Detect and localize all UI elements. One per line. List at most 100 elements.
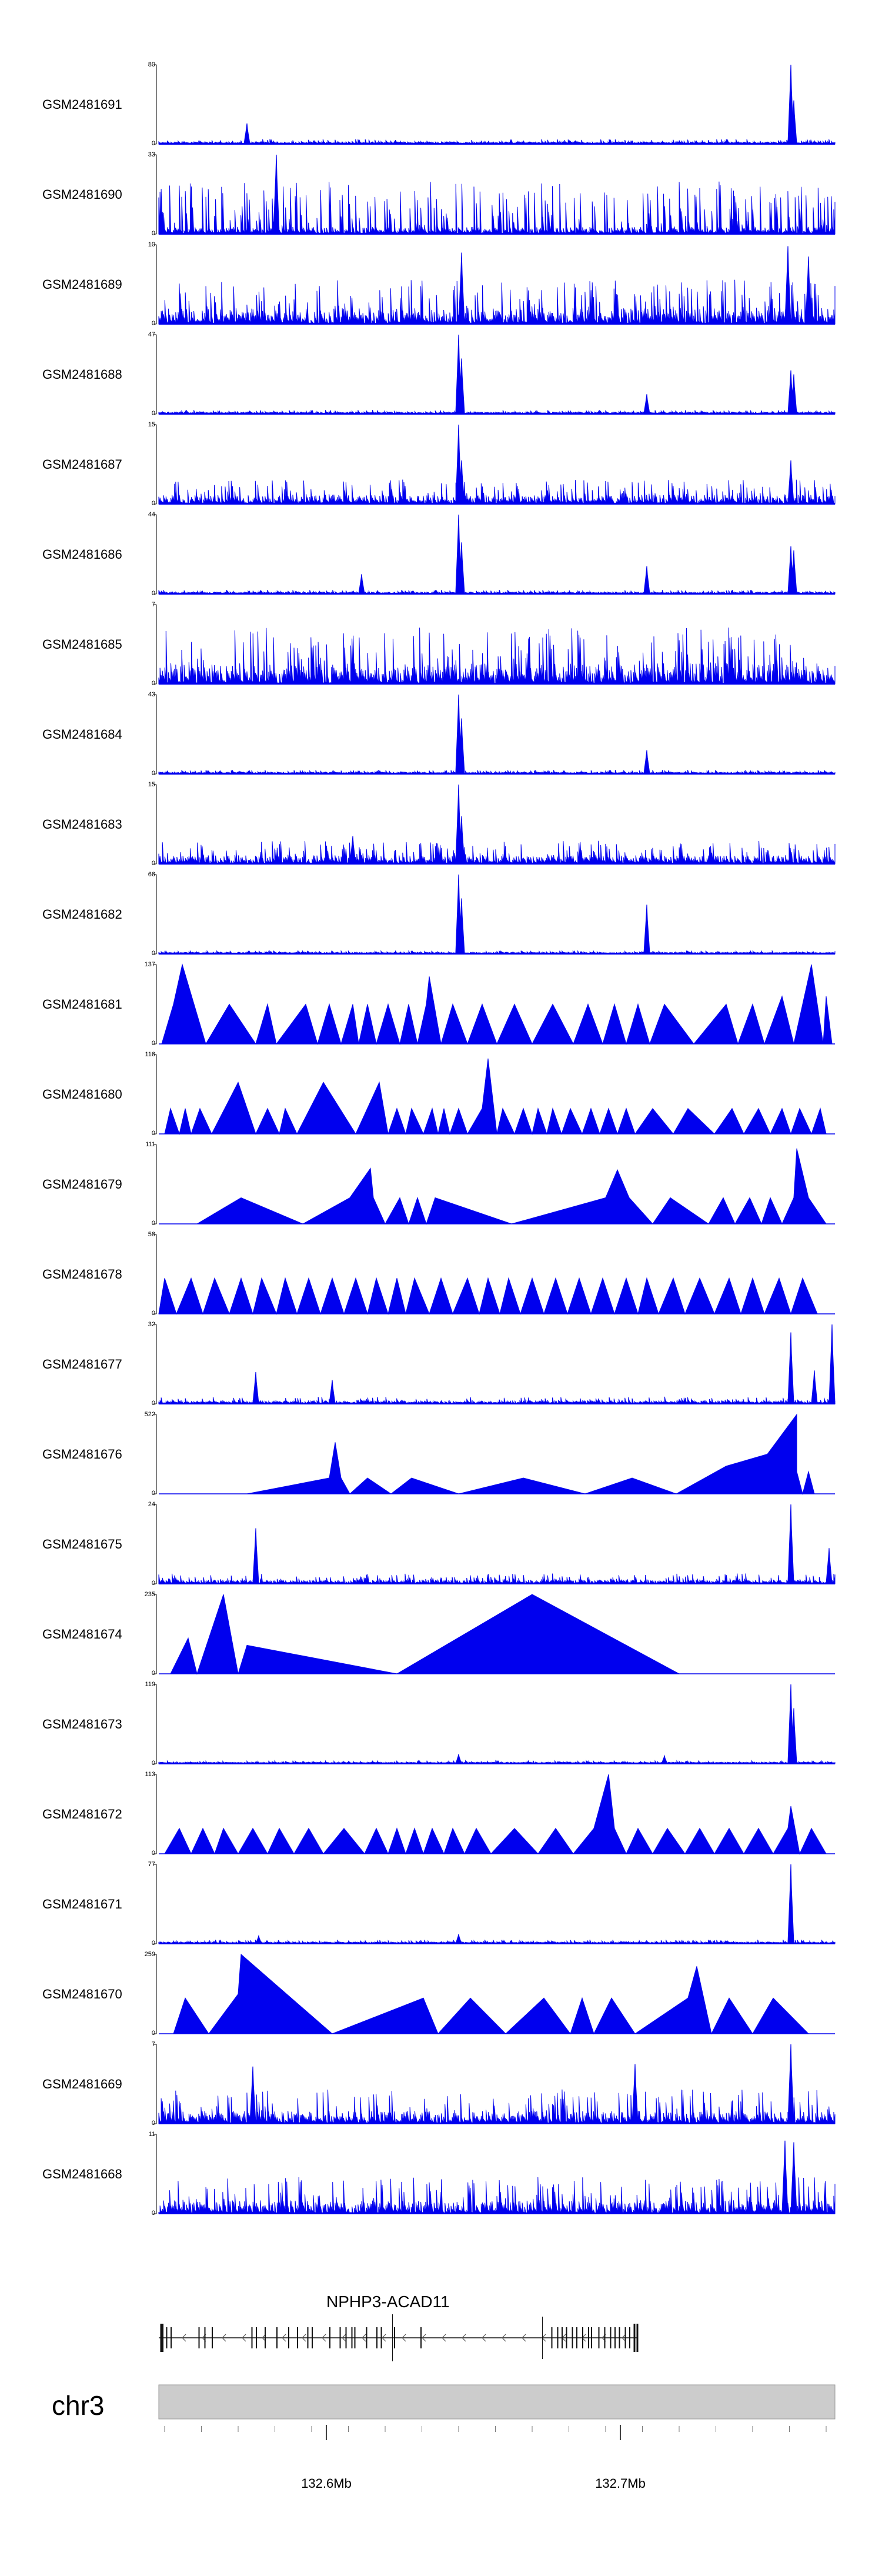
y-axis-max-label: 43 xyxy=(148,691,155,698)
y-axis-max-label: 24 xyxy=(148,1501,155,1508)
chromosome-label: chr3 xyxy=(52,2390,105,2421)
signal-bars xyxy=(158,139,836,145)
y-axis-min-label: 0 xyxy=(151,1760,155,1767)
signal-bars xyxy=(158,181,836,235)
track-label: GSM2481672 xyxy=(42,1806,122,1821)
track-label: GSM2481679 xyxy=(42,1176,122,1192)
y-axis-min-label: 0 xyxy=(151,1130,155,1137)
gene-exon xyxy=(276,2327,278,2348)
strand-arrow xyxy=(522,2334,526,2342)
signal-bars xyxy=(158,1396,836,1404)
signal-area xyxy=(164,1058,827,1135)
gene-exon xyxy=(312,2327,313,2348)
y-axis-min-label: 0 xyxy=(151,1310,155,1317)
gene-exon xyxy=(162,2324,163,2352)
signal-peak xyxy=(329,1380,336,1404)
signal-peak xyxy=(358,574,365,595)
signal-area xyxy=(246,1413,815,1495)
signal-peak xyxy=(349,836,356,865)
y-axis-min-label: 0 xyxy=(151,230,155,237)
signal-peak xyxy=(458,252,465,325)
strand-arrow xyxy=(462,2334,466,2342)
y-axis-min-label: 0 xyxy=(151,140,155,147)
signal-area xyxy=(161,963,833,1045)
track-label: GSM2481683 xyxy=(42,816,122,832)
y-axis-min-label: 0 xyxy=(151,1400,155,1407)
y-axis-max-label: 111 xyxy=(145,1141,155,1148)
track-label: GSM2481675 xyxy=(42,1536,122,1551)
gene-exon xyxy=(576,2327,577,2348)
signal-bars xyxy=(158,628,836,685)
track-label: GSM2481682 xyxy=(42,906,122,922)
y-axis-min-label: 0 xyxy=(151,590,155,597)
y-axis-min-label: 0 xyxy=(151,1580,155,1587)
gene-exon xyxy=(562,2327,563,2348)
signal-peak xyxy=(643,905,650,955)
gene-exon xyxy=(636,2324,639,2352)
strand-arrow xyxy=(382,2334,386,2342)
strand-arrow xyxy=(622,2334,626,2342)
y-axis-min-label: 0 xyxy=(151,1040,155,1047)
signal-bars xyxy=(158,949,836,955)
gene-exon xyxy=(619,2327,620,2348)
y-axis-min-label: 0 xyxy=(151,500,155,507)
gene-exon xyxy=(376,2327,377,2348)
strand-arrow xyxy=(422,2334,426,2342)
signal-bars xyxy=(158,409,836,415)
gene-exon xyxy=(614,2327,616,2348)
gene-exon xyxy=(204,2327,206,2348)
y-axis-min-label: 0 xyxy=(151,1220,155,1227)
signal-peak xyxy=(632,2064,639,2124)
y-axis-min-label: 0 xyxy=(151,320,155,327)
y-axis-min-label: 0 xyxy=(151,950,155,957)
y-axis-min-label: 0 xyxy=(151,1940,155,1947)
track-label: GSM2481669 xyxy=(42,2076,122,2091)
strand-arrow xyxy=(282,2334,286,2342)
track-label: GSM2481670 xyxy=(42,1986,122,2001)
strand-arrow xyxy=(482,2334,486,2342)
strand-arrow xyxy=(402,2334,406,2342)
gene-exon xyxy=(633,2324,636,2352)
signal-bars xyxy=(158,479,836,505)
gene-exon xyxy=(629,2327,630,2348)
gene-exon xyxy=(256,2327,257,2348)
track-label: GSM2481686 xyxy=(42,546,122,562)
signal-peak xyxy=(252,1372,259,1404)
ideogram-tick-label: 132.6Mb xyxy=(301,2476,352,2491)
track-label: GSM2481688 xyxy=(42,366,122,382)
y-axis-min-label: 0 xyxy=(151,1490,155,1497)
strand-arrow xyxy=(222,2334,226,2342)
strand-arrow xyxy=(342,2334,346,2342)
signal-peak xyxy=(784,246,791,325)
signal-peak xyxy=(249,2066,256,2124)
strand-arrow xyxy=(322,2334,326,2342)
signal-peak xyxy=(828,1324,836,1404)
gene-exon xyxy=(604,2327,606,2348)
y-axis-max-label: 7 xyxy=(151,601,155,608)
gene-exon xyxy=(582,2327,583,2348)
gene-exon xyxy=(610,2327,612,2348)
gene-exon xyxy=(624,2327,626,2348)
ideogram-tick-label: 132.7Mb xyxy=(595,2476,646,2491)
signal-peak xyxy=(781,2140,789,2214)
signal-peak xyxy=(826,1548,833,1584)
y-axis-max-label: 10 xyxy=(148,241,155,248)
track-label: GSM2481681 xyxy=(42,996,122,1012)
y-axis-min-label: 0 xyxy=(151,1850,155,1857)
strand-arrow xyxy=(442,2334,446,2342)
y-axis-max-label: 58 xyxy=(148,1231,155,1238)
y-axis-max-label: 522 xyxy=(144,1411,155,1418)
gene-exon xyxy=(288,2327,289,2348)
track-label: GSM2481676 xyxy=(42,1446,122,1461)
signal-peak xyxy=(643,566,650,595)
gene-exon xyxy=(307,2327,309,2348)
signal-peak xyxy=(643,750,650,775)
y-axis-min-label: 0 xyxy=(151,2210,155,2217)
gene-exon xyxy=(339,2327,341,2348)
gene-exon xyxy=(366,2327,368,2348)
y-axis-max-label: 33 xyxy=(148,151,155,158)
signal-bars xyxy=(158,279,836,325)
gene-exon xyxy=(566,2327,567,2348)
signal-peak xyxy=(643,394,650,415)
